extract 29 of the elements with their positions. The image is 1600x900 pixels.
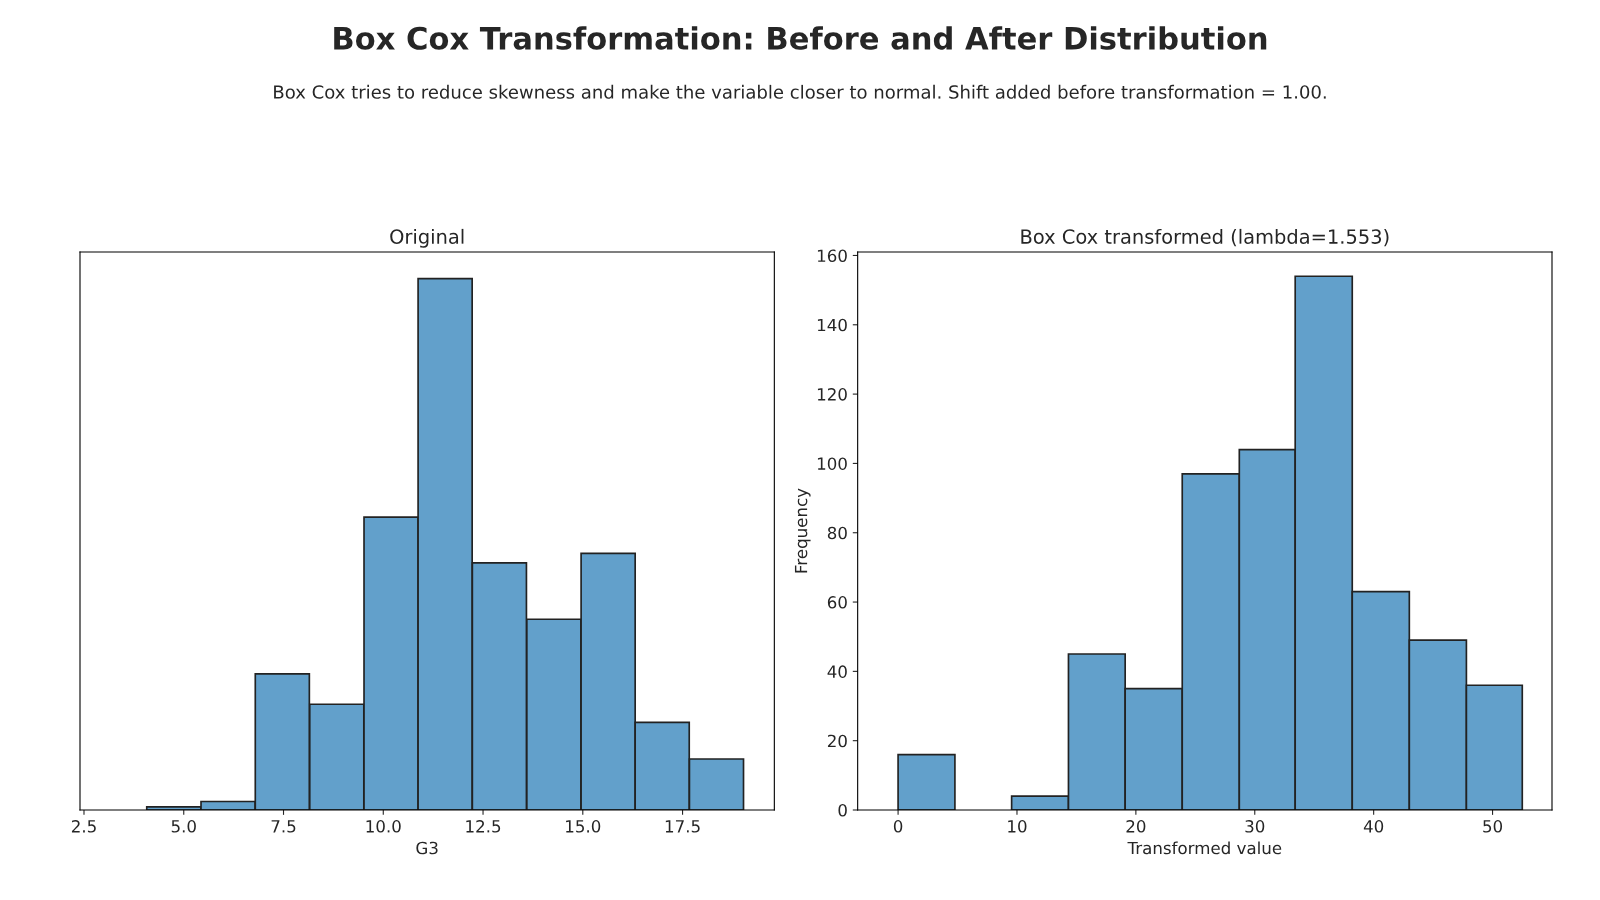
x-tick-label: 7.5: [271, 820, 296, 833]
y-tick-label: 20: [827, 734, 847, 748]
y-axis-title: Frequency: [794, 488, 811, 573]
x-tick-label: 0: [893, 820, 903, 833]
x-tick-label: 10.0: [366, 820, 401, 833]
x-tick-label: 5.0: [171, 820, 196, 833]
chart-title: Original: [390, 228, 464, 248]
y-tick-label: 0: [838, 803, 847, 817]
x-tick-label: 40: [1363, 820, 1384, 833]
text: Box Cox tries to reduce skewness and make the variable closer to normal. Shift added before transformation = 1.00.: [274, 84, 1326, 99]
text: Box Cox Transformation: Before and After Distribution: [334, 26, 1267, 50]
y-tick-label: 160: [817, 249, 847, 263]
x-axis-title: G3: [416, 841, 438, 855]
y-tick-label: 140: [817, 318, 847, 332]
x-tick-label: 2.5: [71, 820, 96, 833]
x-tick-label: 10: [1008, 820, 1027, 833]
x-tick-label: 50: [1483, 820, 1503, 833]
y-tick-label: 120: [817, 388, 847, 401]
chart-title: Box Cox transformed (lambda=1.553): [1021, 228, 1389, 247]
y-tick-label: 80: [827, 526, 847, 540]
x-tick-label: 17.5: [665, 820, 700, 833]
x-tick-label: 12.5: [466, 820, 501, 833]
x-tick-label: 20: [1126, 820, 1146, 833]
y-tick-label: 100: [817, 457, 847, 470]
y-tick-label: 60: [827, 596, 847, 609]
x-tick-label: 15.0: [566, 820, 601, 833]
y-tick-label: 40: [827, 665, 847, 678]
x-axis-title: Transformed value: [1127, 841, 1282, 855]
x-tick-label: 30: [1245, 820, 1265, 833]
